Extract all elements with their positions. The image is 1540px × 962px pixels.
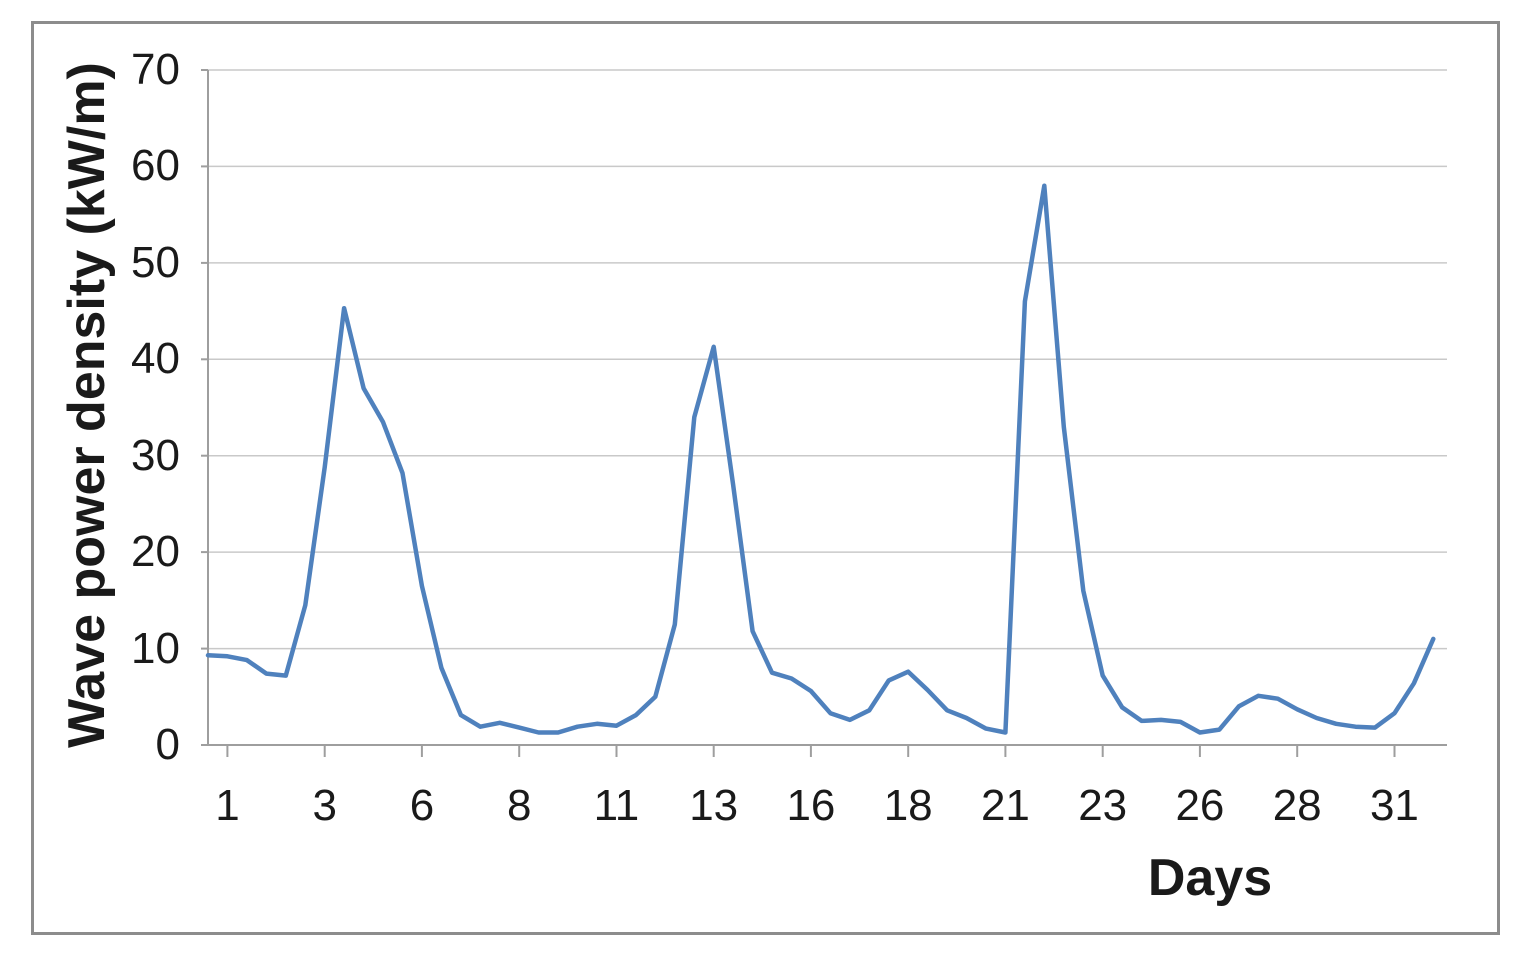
x-tick-label-18: 18: [883, 781, 933, 830]
y-tick-label-30: 30: [131, 430, 180, 480]
y-axis-title: Wave power density (kW/m): [58, 62, 116, 748]
y-tick-label-60: 60: [131, 141, 180, 191]
x-tick-label-13: 13: [689, 781, 739, 830]
y-tick-label-20: 20: [131, 527, 180, 577]
x-tick-label-26: 26: [1175, 781, 1225, 830]
x-tick-label-16: 16: [786, 781, 836, 830]
y-tick-label-70: 70: [131, 45, 180, 94]
x-axis-title: Days: [1147, 849, 1273, 907]
x-tick-label-1: 1: [215, 781, 240, 830]
y-tick-label-10: 10: [131, 623, 180, 673]
wave-power-series-line: [205, 183, 1436, 735]
y-tick-label-50: 50: [131, 237, 180, 287]
x-tick-label-3: 3: [312, 781, 337, 830]
y-tick-label-40: 40: [131, 334, 180, 384]
x-tick-label-6: 6: [409, 781, 435, 830]
x-tick-label-21: 21: [980, 781, 1030, 830]
chart-border: [31, 21, 1500, 935]
x-tick-label-28: 28: [1272, 781, 1322, 830]
x-tick-label-8: 8: [506, 781, 532, 830]
x-tick-label-31: 31: [1369, 781, 1419, 830]
x-tick-label-11: 11: [593, 781, 640, 830]
y-tick-label-0: 0: [155, 720, 180, 769]
x-tick-label-23: 23: [1078, 781, 1128, 830]
